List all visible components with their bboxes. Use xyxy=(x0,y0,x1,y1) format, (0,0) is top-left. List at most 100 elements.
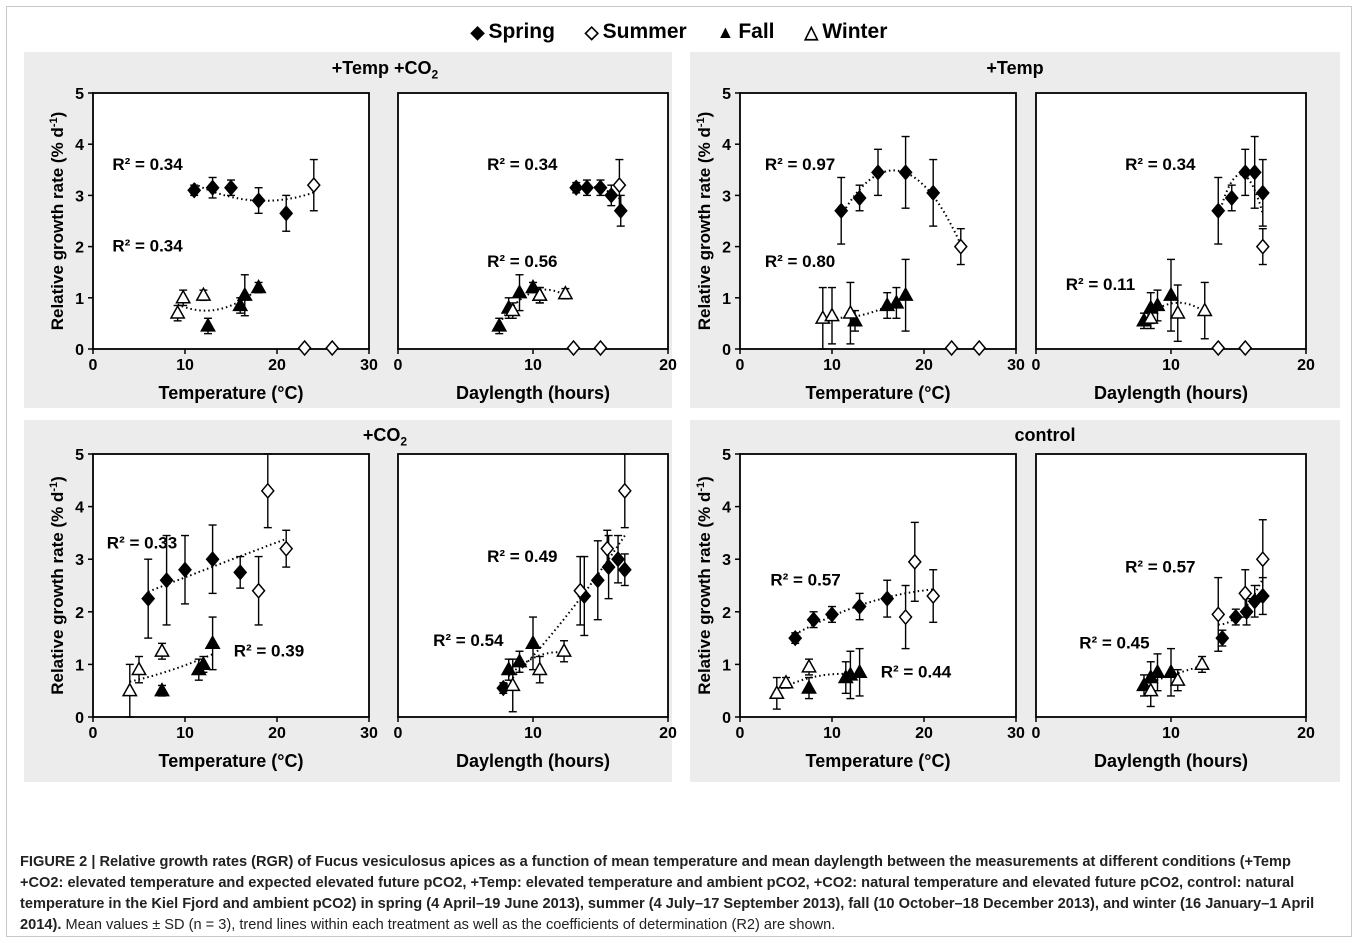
caption-bold: FIGURE 2 | Relative growth rates (RGR) o… xyxy=(20,854,1315,933)
data-point-fall xyxy=(200,317,216,332)
x-tick-label: 10 xyxy=(176,357,194,374)
x-tick-label: 30 xyxy=(360,357,378,374)
x-tick-label: 0 xyxy=(736,357,745,374)
x-axis-label: Daylength (hours) xyxy=(1094,751,1248,771)
chart-panel-1: 0 1 2 3 4 5 Relative growth rate (% d-1) 0 10 20 3… xyxy=(48,86,378,403)
data-point-summer xyxy=(907,553,922,570)
x-tick-label: 30 xyxy=(1007,725,1025,742)
data-point-winter xyxy=(842,304,859,319)
data-point-spring xyxy=(590,572,605,589)
data-point-fall xyxy=(204,634,221,650)
data-point-fall xyxy=(511,653,528,668)
panel-title-text: +Temp +CO xyxy=(331,58,432,78)
data-point-summer xyxy=(306,177,321,194)
data-point-spring xyxy=(593,179,608,196)
data-point-spring xyxy=(880,590,895,607)
data-point-spring xyxy=(1224,189,1239,207)
data-point-spring xyxy=(1238,164,1253,181)
data-point-winter xyxy=(504,676,521,692)
trend-line xyxy=(794,588,934,636)
data-point-spring xyxy=(205,551,220,568)
y-axis-label-text: ) xyxy=(695,476,714,482)
data-point-winter xyxy=(154,642,170,657)
data-point-summer xyxy=(612,177,627,194)
y-tick-label: 4 xyxy=(75,137,84,154)
x-tick-label: 0 xyxy=(736,725,745,742)
y-axis-label: Relative growth rate (% d-1) xyxy=(48,476,67,695)
x-tick-label: 20 xyxy=(659,357,677,374)
r-squared-label: R² = 0.44 xyxy=(881,663,952,682)
data-point-fall xyxy=(250,279,267,294)
y-tick-label: 3 xyxy=(722,188,731,205)
y-axis-label: Relative growth rate (% d-1) xyxy=(695,476,714,695)
y-tick-label: 1 xyxy=(722,657,731,674)
legend-label: Fall xyxy=(738,20,775,43)
trend-line xyxy=(177,287,260,312)
data-point-fall xyxy=(851,663,868,678)
data-point-winter xyxy=(556,642,572,657)
data-point-summer xyxy=(617,482,632,499)
data-point-spring xyxy=(205,179,220,196)
r-squared-label: R² = 0.80 xyxy=(765,252,835,271)
data-point-fall xyxy=(154,682,170,697)
r-squared-label: R² = 0.39 xyxy=(234,642,304,661)
y-tick-label: 5 xyxy=(722,447,731,464)
data-point-spring xyxy=(852,189,867,207)
legend-label: Spring xyxy=(488,20,555,43)
data-point-spring xyxy=(806,611,821,628)
x-axis-label: Temperature (°C) xyxy=(159,383,304,403)
data-point-winter xyxy=(1169,304,1186,319)
y-tick-label: 3 xyxy=(75,188,84,205)
data-point-winter xyxy=(531,661,548,676)
y-tick-label: 5 xyxy=(722,86,731,103)
data-point-summer xyxy=(1211,339,1226,357)
data-point-spring xyxy=(233,564,248,581)
y-axis-label-text: Relative growth rate (% d xyxy=(48,127,67,330)
data-point-spring xyxy=(1247,164,1262,181)
r-squared-label: R² = 0.49 xyxy=(487,547,557,566)
data-point-spring xyxy=(926,184,941,201)
data-point-summer xyxy=(251,582,266,599)
data-point-spring xyxy=(159,572,174,589)
data-point-fall xyxy=(801,679,817,694)
x-tick-label: 0 xyxy=(89,357,98,374)
panel-title-co2: +CO2 xyxy=(0,425,770,449)
y-axis-label-text: Relative growth rate (% d xyxy=(48,492,67,695)
y-tick-label: 0 xyxy=(75,342,84,359)
data-point-spring xyxy=(617,561,632,578)
y-axis-label-text: Relative growth rate (% d xyxy=(695,492,714,695)
y-axis-label: Relative growth rate (% d-1) xyxy=(48,112,67,331)
panel-title-temp: +Temp xyxy=(986,58,1044,78)
panel-title-text: +CO xyxy=(362,425,401,445)
y-axis-label-text: ) xyxy=(48,476,67,482)
r-squared-label: R² = 0.97 xyxy=(765,155,835,174)
data-point-spring xyxy=(898,164,913,181)
data-point-summer xyxy=(1238,585,1253,602)
data-point-fall xyxy=(511,284,528,299)
data-point-spring xyxy=(187,182,202,199)
x-axis-label: Temperature (°C) xyxy=(806,383,951,403)
figure-caption: FIGURE 2 | Relative growth rates (RGR) o… xyxy=(20,852,1338,936)
data-point-summer xyxy=(593,339,608,357)
x-tick-label: 20 xyxy=(1297,725,1315,742)
plot-area xyxy=(739,453,1017,718)
data-point-fall xyxy=(1136,676,1152,692)
panel-title-temp-co2: +Temp +CO2 xyxy=(0,58,770,82)
data-point-spring xyxy=(604,187,619,204)
plot-area xyxy=(397,92,669,350)
data-point-fall xyxy=(232,296,249,312)
trend-line xyxy=(1143,301,1206,320)
data-point-fall xyxy=(847,312,863,327)
data-point-summer xyxy=(926,587,941,605)
data-point-summer xyxy=(1255,238,1270,255)
data-point-fall xyxy=(525,279,541,294)
data-point-winter xyxy=(131,661,147,676)
data-point-spring xyxy=(834,202,849,219)
data-point-spring xyxy=(279,205,294,222)
data-point-winter xyxy=(504,302,521,317)
chart-panel-2: 0 10 20 Daylength (hours) R² = 0.34 R² = 0.56 xyxy=(394,92,677,403)
r-squared-label: R² = 0.11 xyxy=(1066,275,1135,294)
data-point-winter xyxy=(1169,671,1186,686)
chart-panel-7: 0 1 2 3 4 5 Relative growth rate (% d-1) 0 10 20 3… xyxy=(695,447,1025,771)
x-tick-label: 10 xyxy=(823,725,841,742)
